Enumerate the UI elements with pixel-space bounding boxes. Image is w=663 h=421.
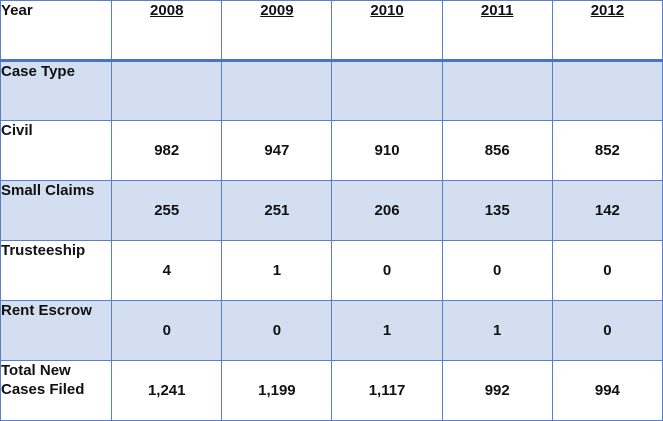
table-cell: 0 (551, 240, 663, 301)
year-header-label: Year (0, 0, 113, 62)
table-cell: 251 (221, 180, 333, 241)
table-row-civil: Civil 982 947 910 856 852 (0, 120, 663, 181)
table-cell: 255 (111, 180, 223, 241)
table-cell: 1 (331, 300, 443, 361)
table-cell: 852 (551, 120, 663, 181)
table-cell: 0 (551, 300, 663, 361)
row-label-case-type: Case Type (0, 60, 113, 121)
table-cell: 1 (221, 240, 333, 301)
table-row-rent-escrow: Rent Escrow 0 0 1 1 0 (0, 300, 663, 361)
table-cell: 910 (331, 120, 443, 181)
year-2012: 2012 (551, 0, 663, 62)
table-cell (221, 60, 333, 121)
table-cell: 1 (441, 300, 553, 361)
table-row-total: Total New Cases Filed 1,241 1,199 1,117 … (0, 360, 663, 421)
table-cell: 135 (441, 180, 553, 241)
table-cell (551, 60, 663, 121)
year-2011: 2011 (441, 0, 553, 62)
row-label-rent-escrow: Rent Escrow (0, 300, 113, 361)
year-2008: 2008 (111, 0, 223, 62)
table-cell: 0 (111, 300, 223, 361)
table-cell: 1,117 (331, 360, 443, 421)
table-row-small-claims: Small Claims 255 251 206 135 142 (0, 180, 663, 241)
table-cell (331, 60, 443, 121)
year-2010: 2010 (331, 0, 443, 62)
table-cell: 0 (221, 300, 333, 361)
table-row-trusteeship: Trusteeship 4 1 0 0 0 (0, 240, 663, 301)
table-cell (111, 60, 223, 121)
table-cell: 947 (221, 120, 333, 181)
table-cell (441, 60, 553, 121)
table-cell: 856 (441, 120, 553, 181)
table-cell: 206 (331, 180, 443, 241)
table-cell: 992 (441, 360, 553, 421)
table-cell: 982 (111, 120, 223, 181)
row-label-trusteeship: Trusteeship (0, 240, 113, 301)
row-label-small-claims: Small Claims (0, 180, 113, 241)
table-cell: 1,241 (111, 360, 223, 421)
table-cell: 1,199 (221, 360, 333, 421)
table-cell: 0 (441, 240, 553, 301)
row-label-civil: Civil (0, 120, 113, 181)
row-label-total: Total New Cases Filed (0, 360, 113, 421)
table-row-case-type: Case Type (0, 60, 663, 121)
table-cell: 994 (551, 360, 663, 421)
year-2009: 2009 (221, 0, 333, 62)
table-cell: 4 (111, 240, 223, 301)
table-cell: 142 (551, 180, 663, 241)
table-cell: 0 (331, 240, 443, 301)
year-header-row: Year 2008 2009 2010 2011 2012 (0, 0, 663, 62)
